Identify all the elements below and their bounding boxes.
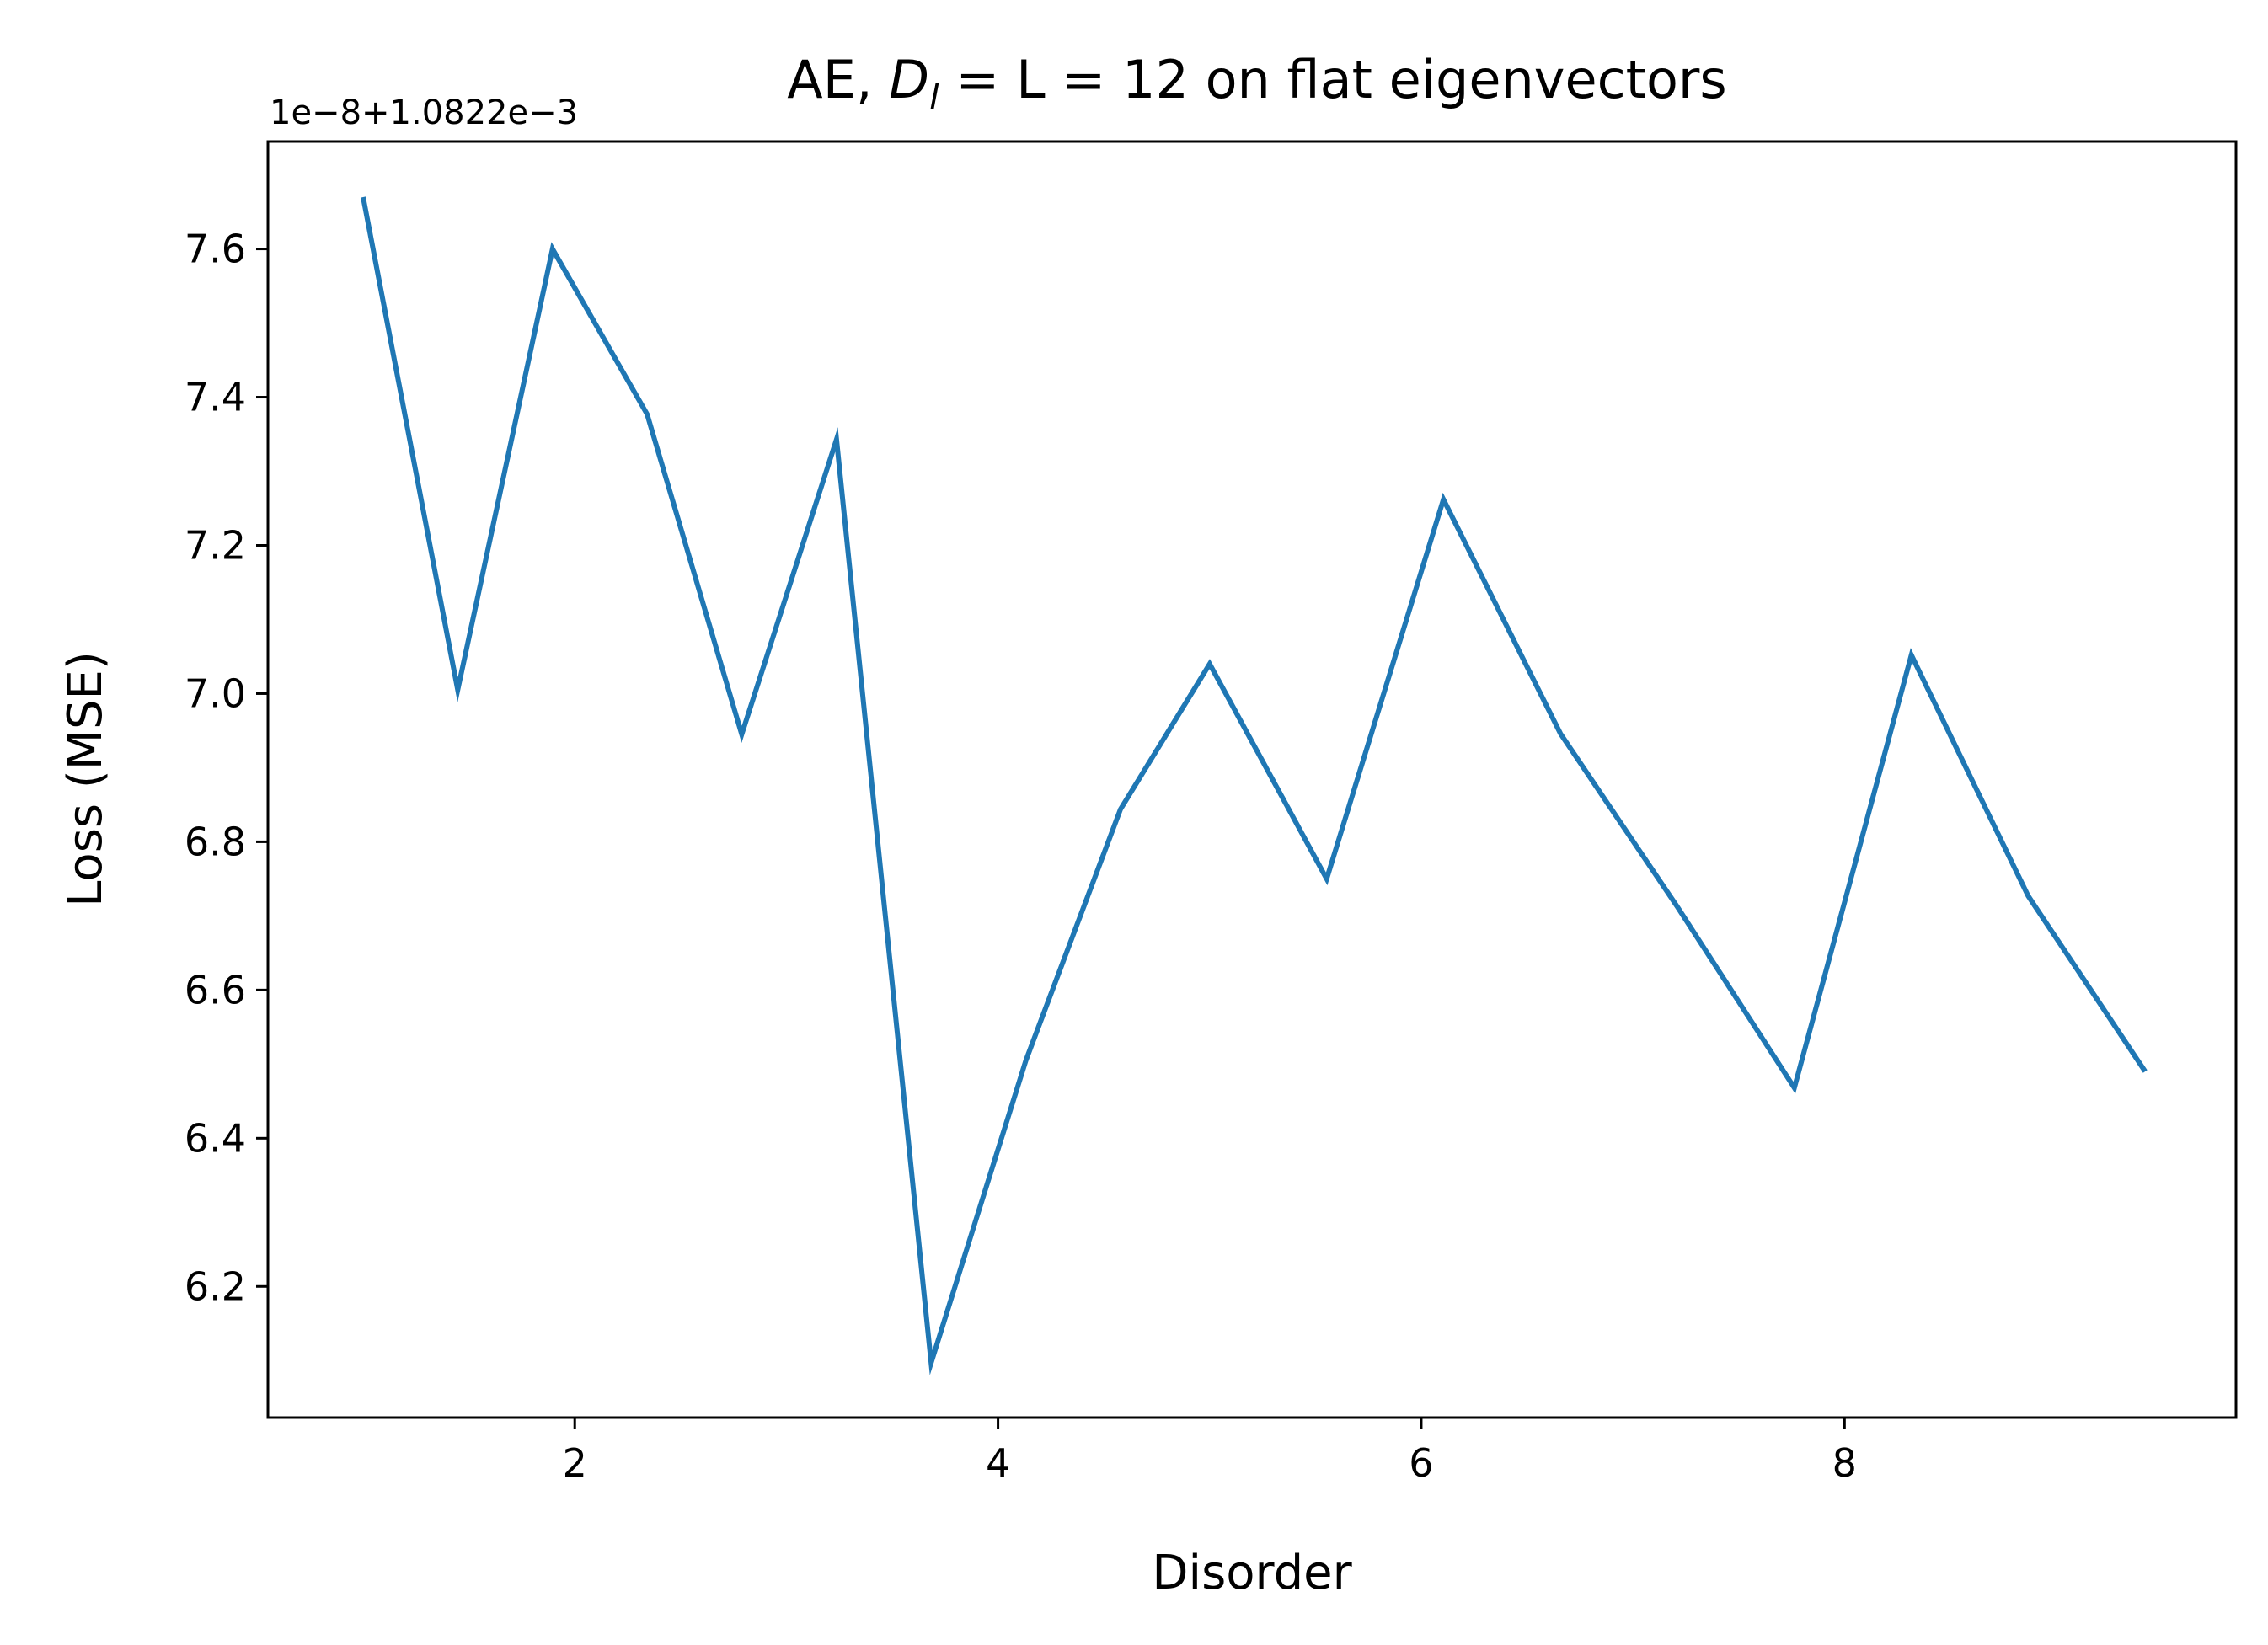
x-tick-label: 2 [563,1440,587,1486]
y-tick-label: 7.4 [185,375,246,420]
y-tick-label: 7.2 [185,522,246,568]
x-axis-label: Disorder [1152,1546,1352,1600]
y-offset-text: 1e−8+1.0822e−3 [270,93,578,132]
y-tick-label: 7.0 [185,670,246,716]
series-group [361,196,2148,1375]
y-tick-label: 7.6 [185,227,246,272]
x-tick-label: 4 [986,1440,1010,1486]
y-ticks: 6.2 6.4 6.6 6.8 7.0 7.2 7.4 7.6 [185,227,268,1309]
x-tick-label: 6 [1409,1440,1433,1486]
y-tick-label: 6.6 [185,967,246,1012]
series-line [361,196,2148,1375]
y-tick-label: 6.8 [185,819,246,864]
x-tick-label: 8 [1832,1440,1857,1486]
y-tick-label: 6.4 [185,1115,246,1161]
x-ticks: 2 4 6 8 [563,1418,1857,1486]
plot-frame [266,140,2238,1419]
y-tick-label: 6.2 [185,1263,246,1309]
chart-title: AE, Dl = L = 12 on flat eigenvectors [787,49,1726,118]
y-axis-label: Loss (MSE) [58,651,113,907]
